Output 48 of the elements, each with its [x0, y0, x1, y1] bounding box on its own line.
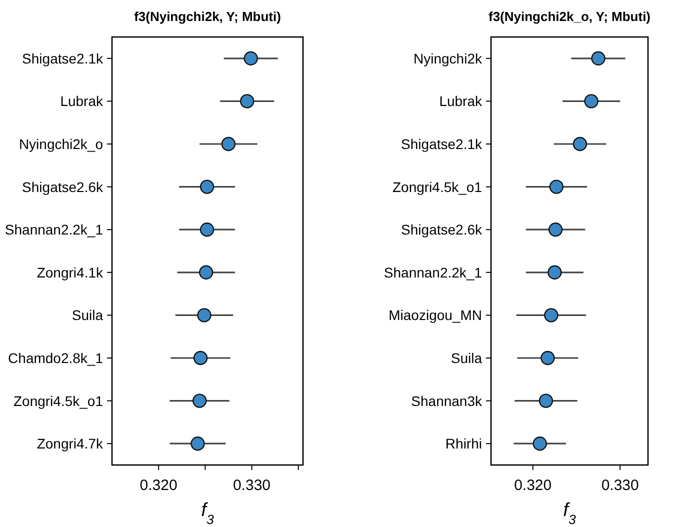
- y-tick-label: Zongri4.1k: [36, 264, 104, 280]
- y-tick-label: Nyingchi2k_o: [18, 136, 104, 152]
- point: [197, 308, 212, 322]
- y-tick-label: Shannan3k: [411, 392, 483, 409]
- y-tick-label: Lubrak: [60, 93, 104, 110]
- y-tick-label: Chamdo2.8k_1: [8, 350, 104, 366]
- point: [544, 308, 558, 322]
- point: [240, 94, 254, 108]
- chart-title: f3(Nyingchi2k, Y; Mbuti): [134, 9, 281, 24]
- point: [221, 136, 236, 152]
- y-tick-label: Zongri4.5k_o1: [13, 392, 104, 409]
- point: [244, 51, 258, 66]
- y-tick-label: Zongri4.5k_o1: [392, 178, 482, 195]
- point: [538, 394, 554, 408]
- y-tick-label: Shannan2.2k_1: [384, 264, 482, 280]
- point: [572, 136, 588, 152]
- y-tick-label: Shannan2.2k_1: [4, 222, 104, 238]
- y-tick-label: Suila: [72, 307, 104, 324]
- y-tick-label: Shigatse2.6k: [401, 222, 483, 238]
- y-tick-label: Rhirhi: [445, 436, 482, 452]
- y-tick-label: Shigatse2.1k: [22, 50, 104, 66]
- x-tick-label: 0.330: [232, 477, 271, 494]
- point: [199, 265, 214, 280]
- point: [192, 394, 207, 408]
- y-tick-label: Shigatse2.6k: [22, 178, 104, 195]
- point: [193, 350, 208, 366]
- point: [584, 94, 598, 108]
- y-tick-label: Nyingchi2k: [414, 50, 483, 66]
- point: [200, 222, 214, 237]
- x-axis-title: f$_{3}$: [201, 500, 214, 526]
- y-tick-label: Suila: [450, 350, 482, 366]
- point: [591, 51, 606, 66]
- y-tick-label: Lubrak: [439, 93, 483, 110]
- point: [548, 265, 562, 280]
- chart-title: f3(Nyingchi2k_o, Y; Mbuti): [488, 9, 651, 24]
- y-tick-label: Shigatse2.1k: [401, 136, 483, 152]
- point: [190, 436, 205, 451]
- point: [540, 350, 555, 366]
- point: [549, 180, 564, 194]
- point: [548, 222, 563, 237]
- point: [200, 180, 214, 194]
- x-axis-title: f$_{3}$: [563, 500, 576, 526]
- x-tick-label: 0.320: [514, 477, 552, 494]
- x-tick-label: 0.330: [601, 477, 639, 494]
- y-tick-label: Zongri4.7k: [36, 436, 104, 452]
- x-tick-label: 0.320: [140, 477, 178, 494]
- y-tick-label: Miaozigou_MN: [388, 307, 482, 324]
- point: [532, 436, 547, 451]
